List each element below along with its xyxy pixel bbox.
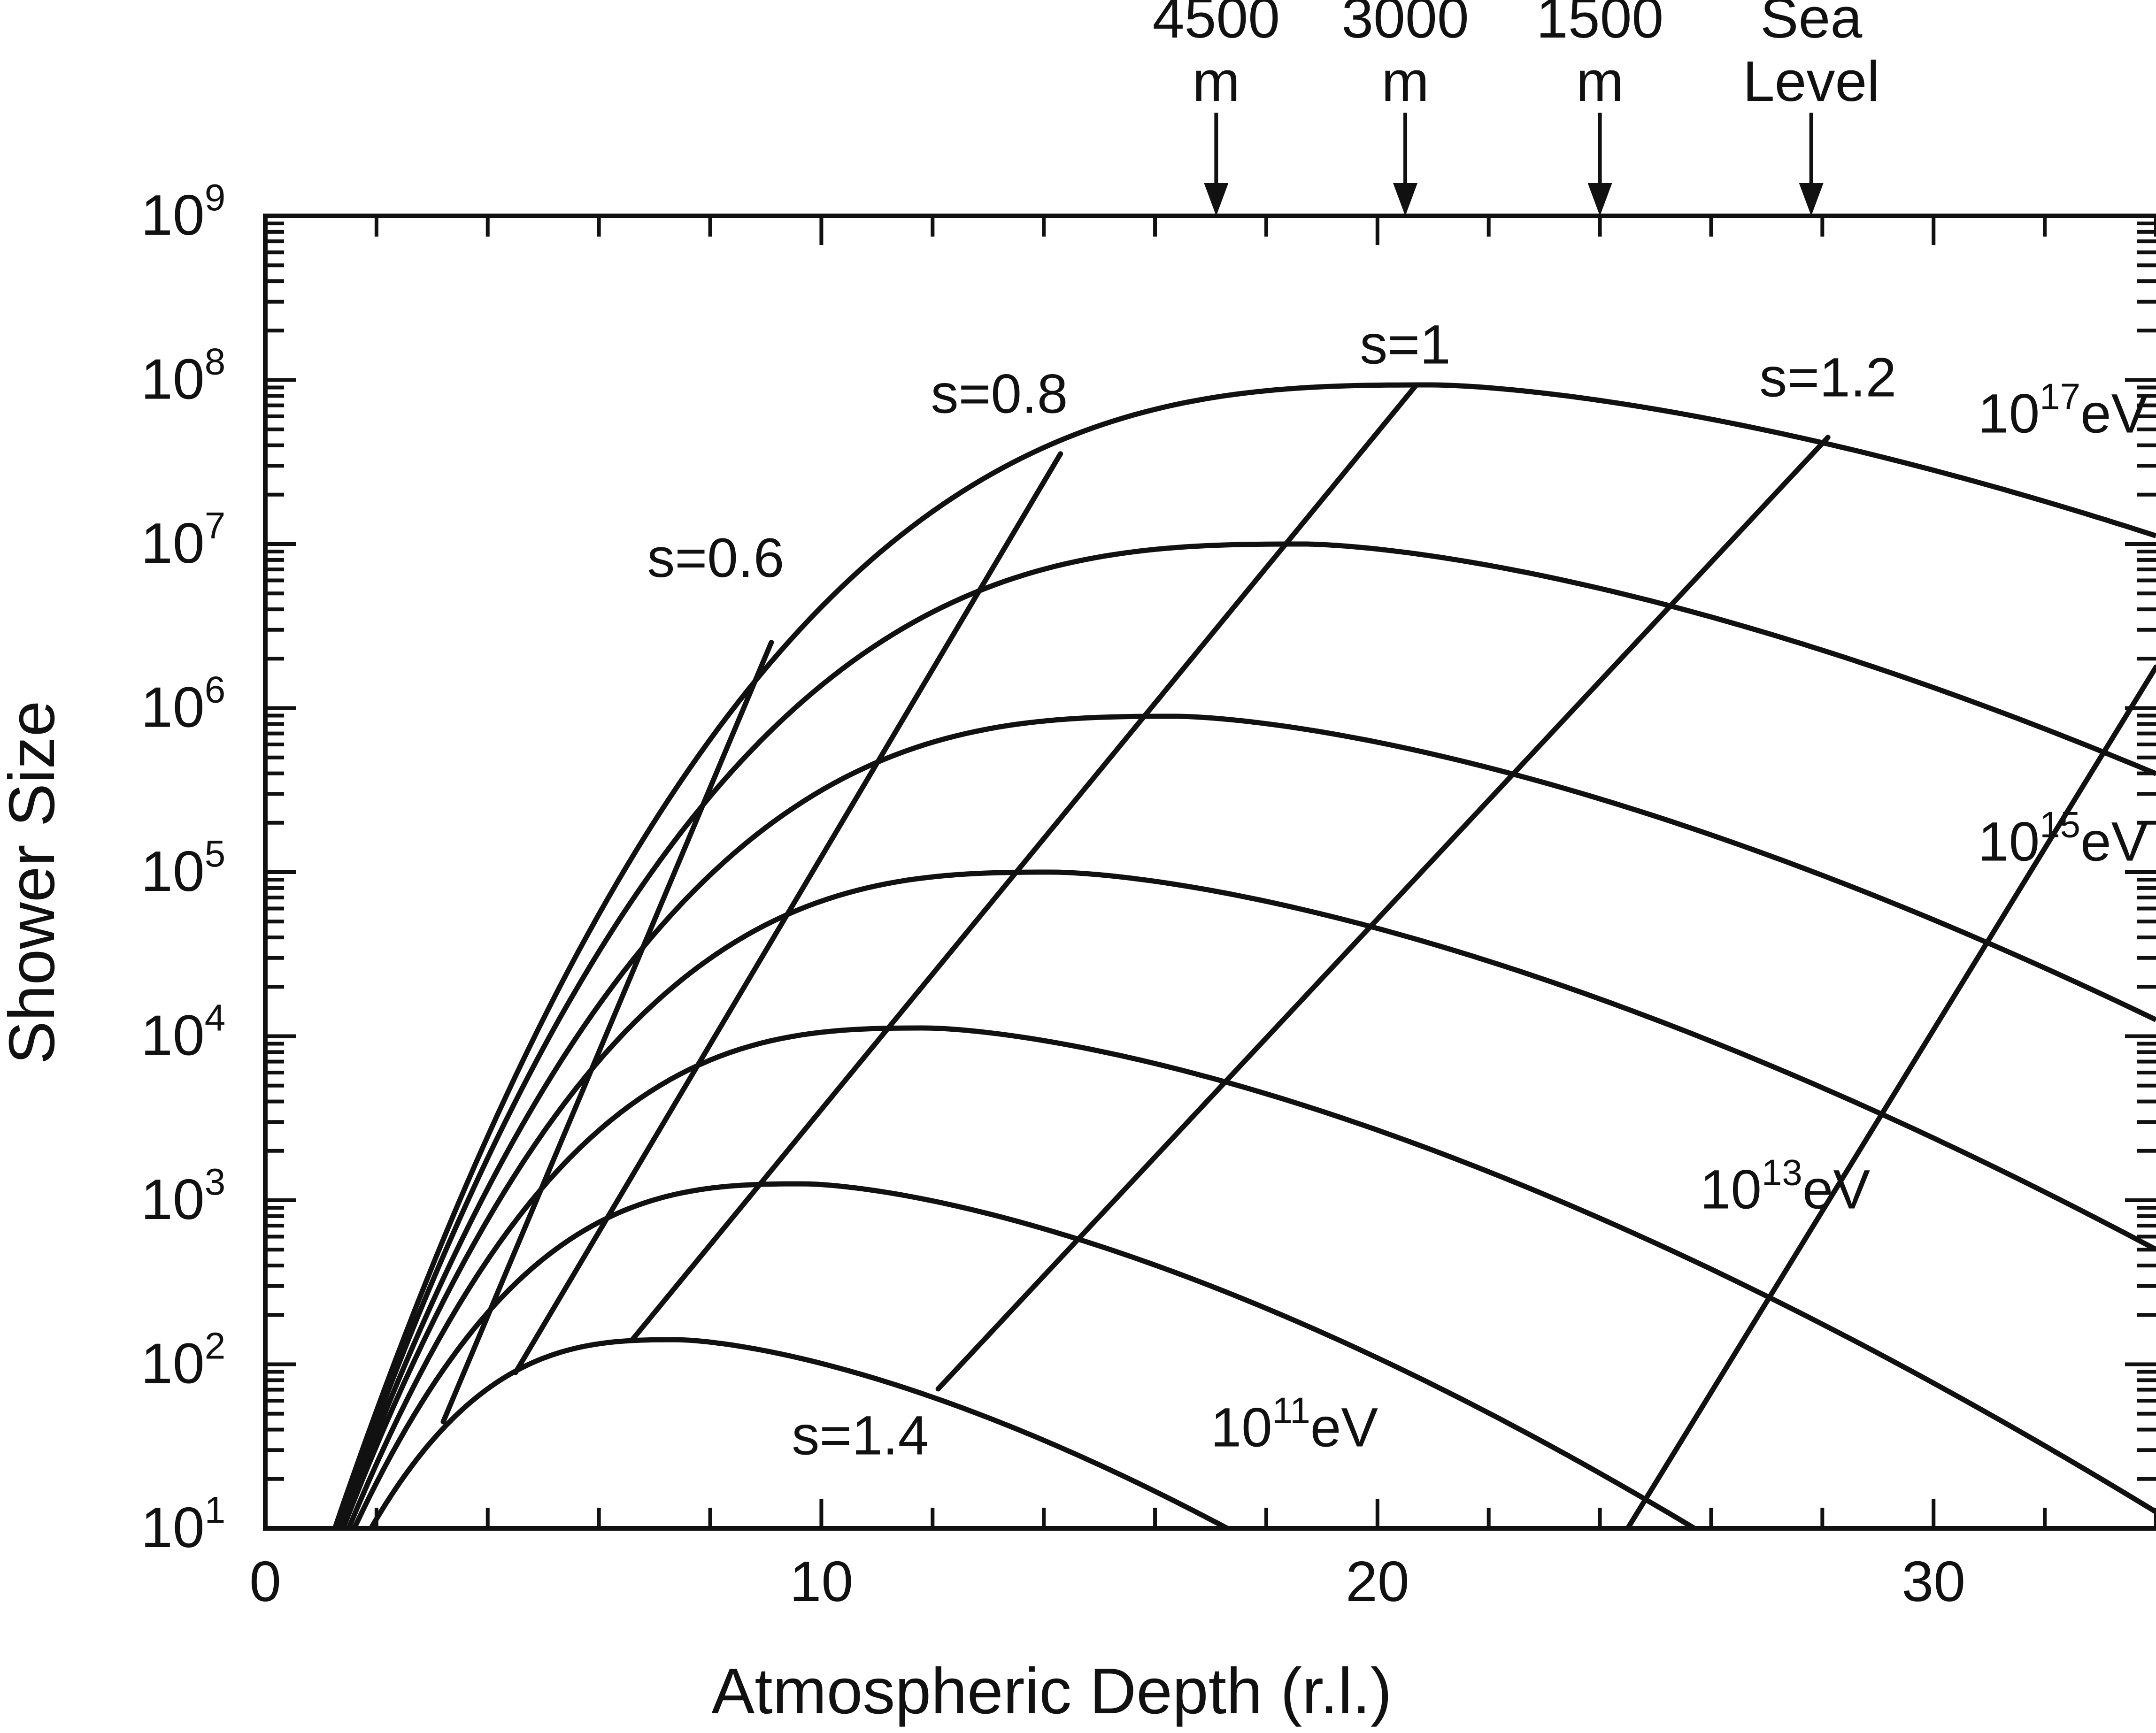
altitude-label-line1: 3000 [1341,0,1469,50]
y-tick-base: 10 [141,1495,205,1559]
altitude-arrow-head [1587,183,1612,216]
altitude-label-line2: m [1193,49,1240,113]
energy-label-base: 10 [1978,383,2040,445]
y-tick-label: 109 [141,176,225,247]
y-tick-label: 104 [141,997,225,1067]
energy-label-unit: eV [2080,811,2148,873]
energy-label-exp: 11 [1272,1389,1310,1431]
x-tick-labels: 0 10 20 30 [249,1549,1965,1613]
energy-curve-1e14 [340,869,2156,1528]
age-line-s0.6 [440,640,774,1425]
energy-curve-1e17 [332,382,2156,1528]
altitude-label-line1: 4500 [1153,0,1280,50]
energy-curve-1e16 [335,541,2156,1528]
x-tick-label: 0 [249,1549,281,1613]
age-label: s=1.2 [1759,346,1896,408]
y-tick-label: 105 [141,833,225,903]
altitude-arrow-head [1393,183,1418,216]
age-line-s1.2 [935,435,1831,1392]
y-tick-exp: 3 [205,1161,226,1203]
x-axis-title: Atmospheric Depth (r.l.) [711,1655,1392,1727]
energy-label-exp: 15 [2040,804,2080,845]
y-tick-label: 102 [141,1325,225,1396]
energy-label-unit: eV [1802,1158,1871,1220]
x-tick-label: 10 [790,1549,854,1613]
altitude-label-line1: Sea [1760,0,1862,50]
age-label: s=0.6 [647,527,784,589]
age-line-s1 [630,382,1419,1342]
y-tick-label: 107 [141,505,225,575]
energy-curve-1e13 [346,1025,2156,1528]
energy-label-exp: 17 [2040,376,2080,417]
y-tick-base: 10 [141,347,205,411]
y-tick-exp: 5 [205,833,226,874]
energy-curve-1e12 [352,1181,1696,1528]
y-tick-label: 101 [141,1489,225,1559]
y-tick-base: 10 [141,1004,205,1067]
y-tick-exp: 9 [205,176,226,218]
curves [332,382,2156,1528]
energy-label-unit: eV [1310,1396,1378,1458]
x-tick-label: 20 [1346,1549,1409,1613]
y-tick-base: 10 [141,1167,205,1231]
y-tick-base: 10 [141,511,205,575]
altitude-label-line2: Level [1743,49,1880,113]
age-line-s1.4 [1625,664,2156,1528]
y-tick-base: 10 [141,839,205,903]
y-tick-exp: 4 [205,997,226,1039]
energy-label-base: 10 [1700,1158,1762,1220]
y-tick-label: 103 [141,1161,225,1231]
age-label: s=1.4 [792,1405,929,1467]
age-label: s=0.8 [931,363,1068,425]
y-tick-exp: 6 [205,669,226,711]
y-tick-base: 10 [141,675,205,739]
age-line-s0.8 [513,451,1063,1375]
altitude-label-line2: m [1381,49,1429,113]
age-label: s=1 [1360,314,1451,376]
chart-marks [332,382,2156,1528]
y-tick-label: 108 [141,341,225,411]
y-tick-exp: 8 [205,341,226,383]
altitude-arrow-head [1204,183,1229,216]
energy-label-unit: eV [2080,383,2148,445]
altitude-label-line2: m [1576,49,1624,113]
energy-label: 1013eV [1700,1151,1871,1220]
x-tick-label: 30 [1902,1549,1965,1613]
energy-label-base: 10 [1211,1396,1272,1458]
y-tick-exp: 1 [205,1489,226,1531]
curve-labels: s=0.6s=0.8s=1s=1.2s=1.4 1011eV1013eV1015e… [647,314,2148,1467]
axis-ticks [263,216,2156,1530]
energy-label: 1011eV [1211,1389,1378,1458]
y-tick-label: 106 [141,669,225,739]
altitude-arrow-head [1799,183,1824,216]
y-tick-exp: 7 [205,505,226,546]
energy-label-base: 10 [1978,811,2040,873]
y-tick-exp: 2 [205,1325,226,1367]
energy-label: 1017eV [1978,376,2148,445]
plot-frame [263,214,2156,1531]
energy-label: 1015eV [1978,804,2148,873]
y-tick-base: 10 [141,1332,205,1396]
y-tick-base: 10 [141,183,205,247]
energy-label-exp: 13 [1762,1151,1802,1193]
y-axis-title: Shower Size [0,701,68,1065]
altitude-label-line1: 1500 [1536,0,1663,50]
